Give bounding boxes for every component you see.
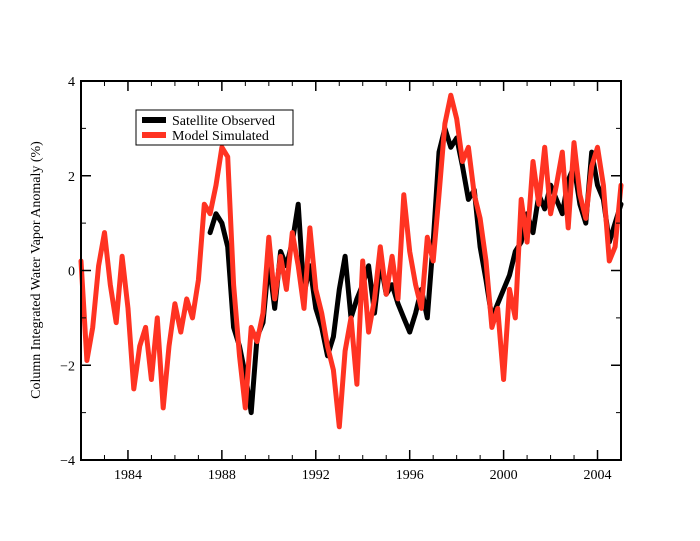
x-tick-label: 1988 [208, 468, 236, 483]
x-tick-label: 2004 [584, 468, 612, 483]
axes: 1984 1988 1992 1996 2000 2004 −4 −2 0 2 4 [60, 75, 622, 483]
y-axis-title: Column Integrated Water Vapor Anomaly (%… [29, 141, 44, 399]
x-tick-label: 1996 [396, 468, 424, 483]
y-tick-label: 2 [68, 170, 75, 185]
y-tick-label: −2 [60, 359, 75, 374]
y-tick-label: 4 [68, 75, 75, 90]
x-tick-label: 2000 [490, 468, 518, 483]
x-tick-label: 1992 [302, 468, 330, 483]
series-lines [78, 92, 624, 430]
x-tick-label: 1984 [114, 468, 142, 483]
legend-box [135, 109, 294, 146]
y-tick-label: −4 [60, 454, 75, 469]
y-tick-label: 0 [68, 265, 75, 280]
series-line-model-simulated [78, 92, 624, 430]
legend-label-model-simulated: Model Simulated [172, 129, 269, 144]
legend-label-satellite-observed: Satellite Observed [172, 114, 275, 129]
